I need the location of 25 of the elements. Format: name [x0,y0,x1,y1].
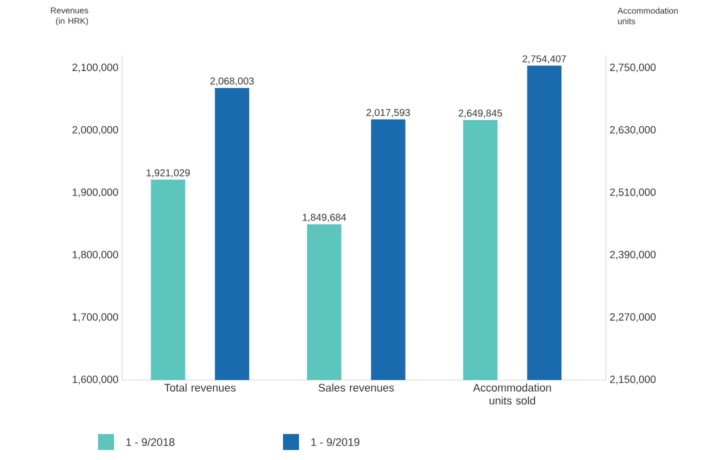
y-tick-label: 1,900,000 [72,188,118,198]
y-tick-label: 1,700,000 [72,313,118,322]
y-tick-label: 1,600,000 [72,376,118,384]
data-label: 2,754,407 [522,55,566,64]
y2-tick-label: 2,150,000 [610,376,656,384]
data-label: 2,068,003 [210,78,254,86]
y-axis-title: Revenues (in HRK) [51,8,88,26]
y-tick-label: 2,000,000 [72,126,118,135]
y2-tick-label: 2,510,000 [610,188,656,198]
y2-tick-label: 2,390,000 [610,250,656,260]
y2-tick-label: 2,630,000 [610,126,656,135]
y2-tick-label: 2,750,000 [610,64,656,72]
data-label: 2,017,593 [366,108,410,118]
legend-label: 1 - 9/2018 [126,438,174,446]
x-tick-label: Total revenues [164,384,236,392]
data-label: 1,921,029 [146,169,190,178]
x-tick-label: Sales revenues [318,384,394,392]
legend-label: 1 - 9/2019 [311,438,360,446]
y-tick-label: 1,800,000 [72,250,118,260]
data-label: 1,849,684 [302,214,346,222]
x-tick-label: Accommodation units sold [473,384,551,405]
y2-tick-label: 2,270,000 [610,313,656,322]
y-tick-label: 2,100,000 [72,64,118,72]
data-label: 2,649,845 [458,110,502,118]
y2-axis-title: Accommodation units [618,8,678,24]
